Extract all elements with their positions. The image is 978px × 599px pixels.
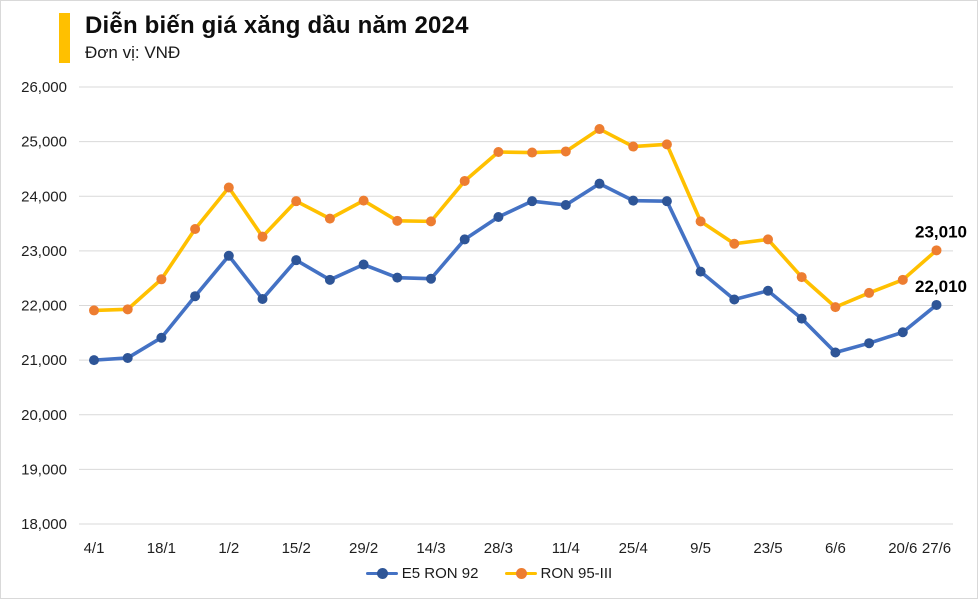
ron-95-iii-point [493, 147, 504, 158]
e5-ron-92-point [324, 274, 335, 285]
ron-95-iii-point [122, 304, 133, 315]
y-axis-label: 20,000 [21, 407, 67, 424]
ron-95-iii-point [358, 195, 369, 206]
e5-ron-92-point [796, 313, 807, 324]
x-axis-label: 15/2 [282, 540, 311, 557]
ron-95-iii-point [661, 139, 672, 150]
e5-ron-92-point [291, 255, 302, 266]
e5-ron-92-point [864, 338, 875, 349]
x-axis-label: 14/3 [416, 540, 445, 557]
ron-95-iii-point [156, 274, 167, 285]
e5-ron-92-point [763, 285, 773, 296]
ron-95-iii-point [257, 231, 268, 242]
e5-ron-92-point [830, 347, 841, 358]
e5-ron-92-point [493, 212, 504, 223]
x-axis-label: 23/5 [753, 540, 782, 557]
x-axis-label: 28/3 [484, 540, 513, 557]
x-axis-label: 25/4 [619, 540, 648, 557]
price-line-chart: 18,000 19,000 20,000 21,000 22,000 23,000 24,0… [21, 79, 967, 557]
e5-ron-92-point [695, 266, 706, 277]
y-axis-label: 18,000 [21, 516, 67, 533]
e5-ron-92-point [392, 272, 403, 283]
line-dot-marker-icon [365, 568, 398, 579]
e5-ron-92-point [89, 355, 99, 366]
ron-95-iii-point [594, 124, 605, 135]
ron-95-iii-point [527, 147, 538, 158]
ron-95-iii-point [763, 234, 773, 245]
chart-header: Diễn biến giá xăng dầu năm 2024 Đơn vị: … [59, 12, 469, 63]
e5-ron-92-point [156, 332, 167, 343]
x-axis-label: 27/6 [922, 540, 951, 557]
ron-95-iii-point [931, 245, 942, 256]
legend-label: RON 95-III [540, 565, 613, 582]
ron-95-iii-line [92, 127, 939, 313]
chart-title: Diễn biến giá xăng dầu năm 2024 [85, 12, 469, 39]
ron-95-iii-point [830, 302, 841, 313]
e5-ron-92-point [358, 259, 369, 270]
ron-95-iii-point [729, 238, 740, 249]
line-dot-marker-icon [504, 568, 537, 579]
ron-95-iii-point [695, 216, 706, 227]
e5-ron-92-point [594, 178, 605, 189]
y-axis-label: 22,000 [21, 298, 67, 315]
y-axis-label: 25,000 [21, 134, 67, 151]
legend-dot-swatch [376, 568, 388, 579]
y-axis-label: 24,000 [21, 188, 67, 205]
e5-ron-92-point [931, 299, 942, 310]
e5-ron-92-point [426, 273, 436, 284]
e5-ron-92-point [190, 291, 201, 302]
legend-item-e5-ron-92[interactable]: E5 RON 92 [365, 565, 479, 582]
e5-ron-92-point [122, 352, 133, 363]
x-axis-label: 1/2 [218, 540, 239, 557]
legend-dot-swatch [515, 568, 527, 579]
chart-titles: Diễn biến giá xăng dầu năm 2024 Đơn vị: … [85, 12, 469, 63]
legend-item-ron-95-iii[interactable]: RON 95-III [504, 565, 613, 582]
legend-label: E5 RON 92 [401, 565, 479, 582]
x-axis-label: 9/5 [690, 540, 711, 557]
end-value-label: 22,010 [915, 277, 967, 296]
ron-95-iii-point [291, 196, 302, 207]
e5-ron-92-point [527, 196, 538, 207]
x-axis-label: 20/6 [888, 540, 917, 557]
x-axis-label: 11/4 [552, 540, 580, 557]
x-axis-label: 6/6 [825, 540, 846, 557]
ron-95-iii-point [459, 175, 470, 186]
end-value-label: 23,010 [915, 222, 967, 241]
e5-ron-92-point [223, 250, 234, 261]
y-axis-label: 26,000 [21, 79, 67, 96]
ron-95-iii-point [190, 224, 201, 235]
e5-ron-92-point [560, 199, 571, 210]
ron-95-iii-point [89, 305, 99, 316]
ron-95-iii-point [796, 272, 807, 283]
chart-legend: E5 RON 92 RON 95-III [1, 565, 977, 582]
ron-95-iii-point [897, 274, 908, 285]
e5-ron-92-point [729, 294, 740, 305]
x-axis-label: 18/1 [147, 540, 176, 557]
y-axis-label: 21,000 [21, 352, 67, 369]
e5-ron-92-point [661, 196, 672, 207]
e5-ron-92-point [628, 195, 639, 206]
e5-ron-92-point [459, 234, 470, 245]
e5-ron-92-line [92, 181, 939, 362]
ron-95-iii-point [223, 182, 234, 193]
y-axis-label: 23,000 [21, 243, 67, 260]
x-axis-label: 29/2 [349, 540, 378, 557]
ron-95-iii-point [864, 287, 875, 298]
ron-95-iii-point [324, 213, 335, 224]
ron-95-iii-point [560, 146, 571, 157]
ron-95-iii-point [426, 216, 436, 227]
e5-ron-92-point [257, 293, 268, 304]
ron-95-iii-point [392, 215, 403, 226]
e5-ron-92-point [897, 327, 908, 338]
y-axis-label: 19,000 [21, 461, 67, 478]
ron-95-iii-point [628, 141, 639, 152]
chart-unit-label: Đơn vị: VNĐ [85, 42, 181, 62]
x-axis-label: 4/1 [84, 540, 105, 557]
title-accent-bar [59, 13, 70, 63]
